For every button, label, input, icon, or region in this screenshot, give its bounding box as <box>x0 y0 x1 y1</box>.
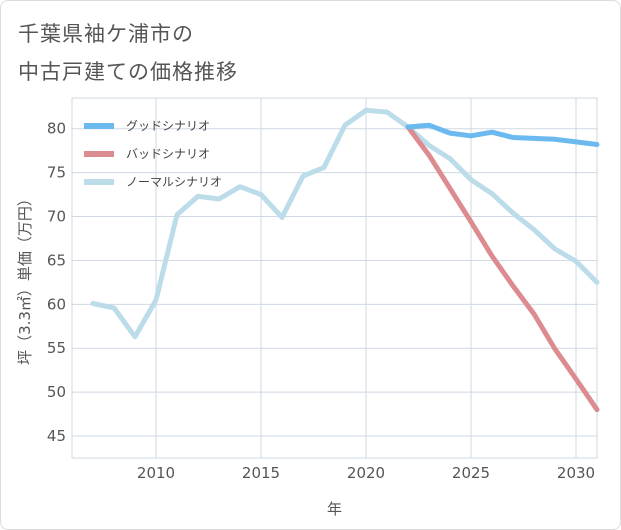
series-line-0 <box>405 122 600 147</box>
x-axis-ticks: 2010 2015 2020 2025 2030 <box>137 464 595 482</box>
legend-label: ノーマルシナリオ <box>126 175 222 189</box>
y-tick-label: 65 <box>47 251 66 269</box>
y-tick-label: 60 <box>47 295 66 313</box>
chart-title-line-2: 中古戸建ての価格推移 <box>18 60 238 84</box>
y-tick-label: 80 <box>47 120 66 138</box>
plot-area-border <box>71 97 598 459</box>
legend-label: グッドシナリオ <box>126 119 210 133</box>
y-tick-label: 45 <box>47 427 66 445</box>
series-line-1 <box>405 124 600 413</box>
x-tick-label: 2025 <box>452 464 490 482</box>
y-axis-ticks: 45 50 55 60 65 70 75 80 <box>47 120 66 445</box>
x-tick-label: 2015 <box>242 464 280 482</box>
series-lines <box>90 107 600 413</box>
x-axis-label: 年 <box>327 500 342 518</box>
series-line-2 <box>90 107 600 340</box>
chart-title-line-1: 千葉県袖ケ浦市の <box>18 22 194 46</box>
y-tick-label: 70 <box>47 208 66 226</box>
y-tick-label: 50 <box>47 383 66 401</box>
y-axis-label: 坪（3.3㎡）単価（万円） <box>16 191 34 365</box>
x-tick-label: 2020 <box>347 464 385 482</box>
x-tick-label: 2010 <box>137 464 175 482</box>
legend-label: バッドシナリオ <box>126 147 210 161</box>
y-tick-label: 75 <box>47 164 66 182</box>
x-tick-label: 2030 <box>557 464 595 482</box>
grid-lines <box>71 97 598 459</box>
y-tick-label: 55 <box>47 339 66 357</box>
